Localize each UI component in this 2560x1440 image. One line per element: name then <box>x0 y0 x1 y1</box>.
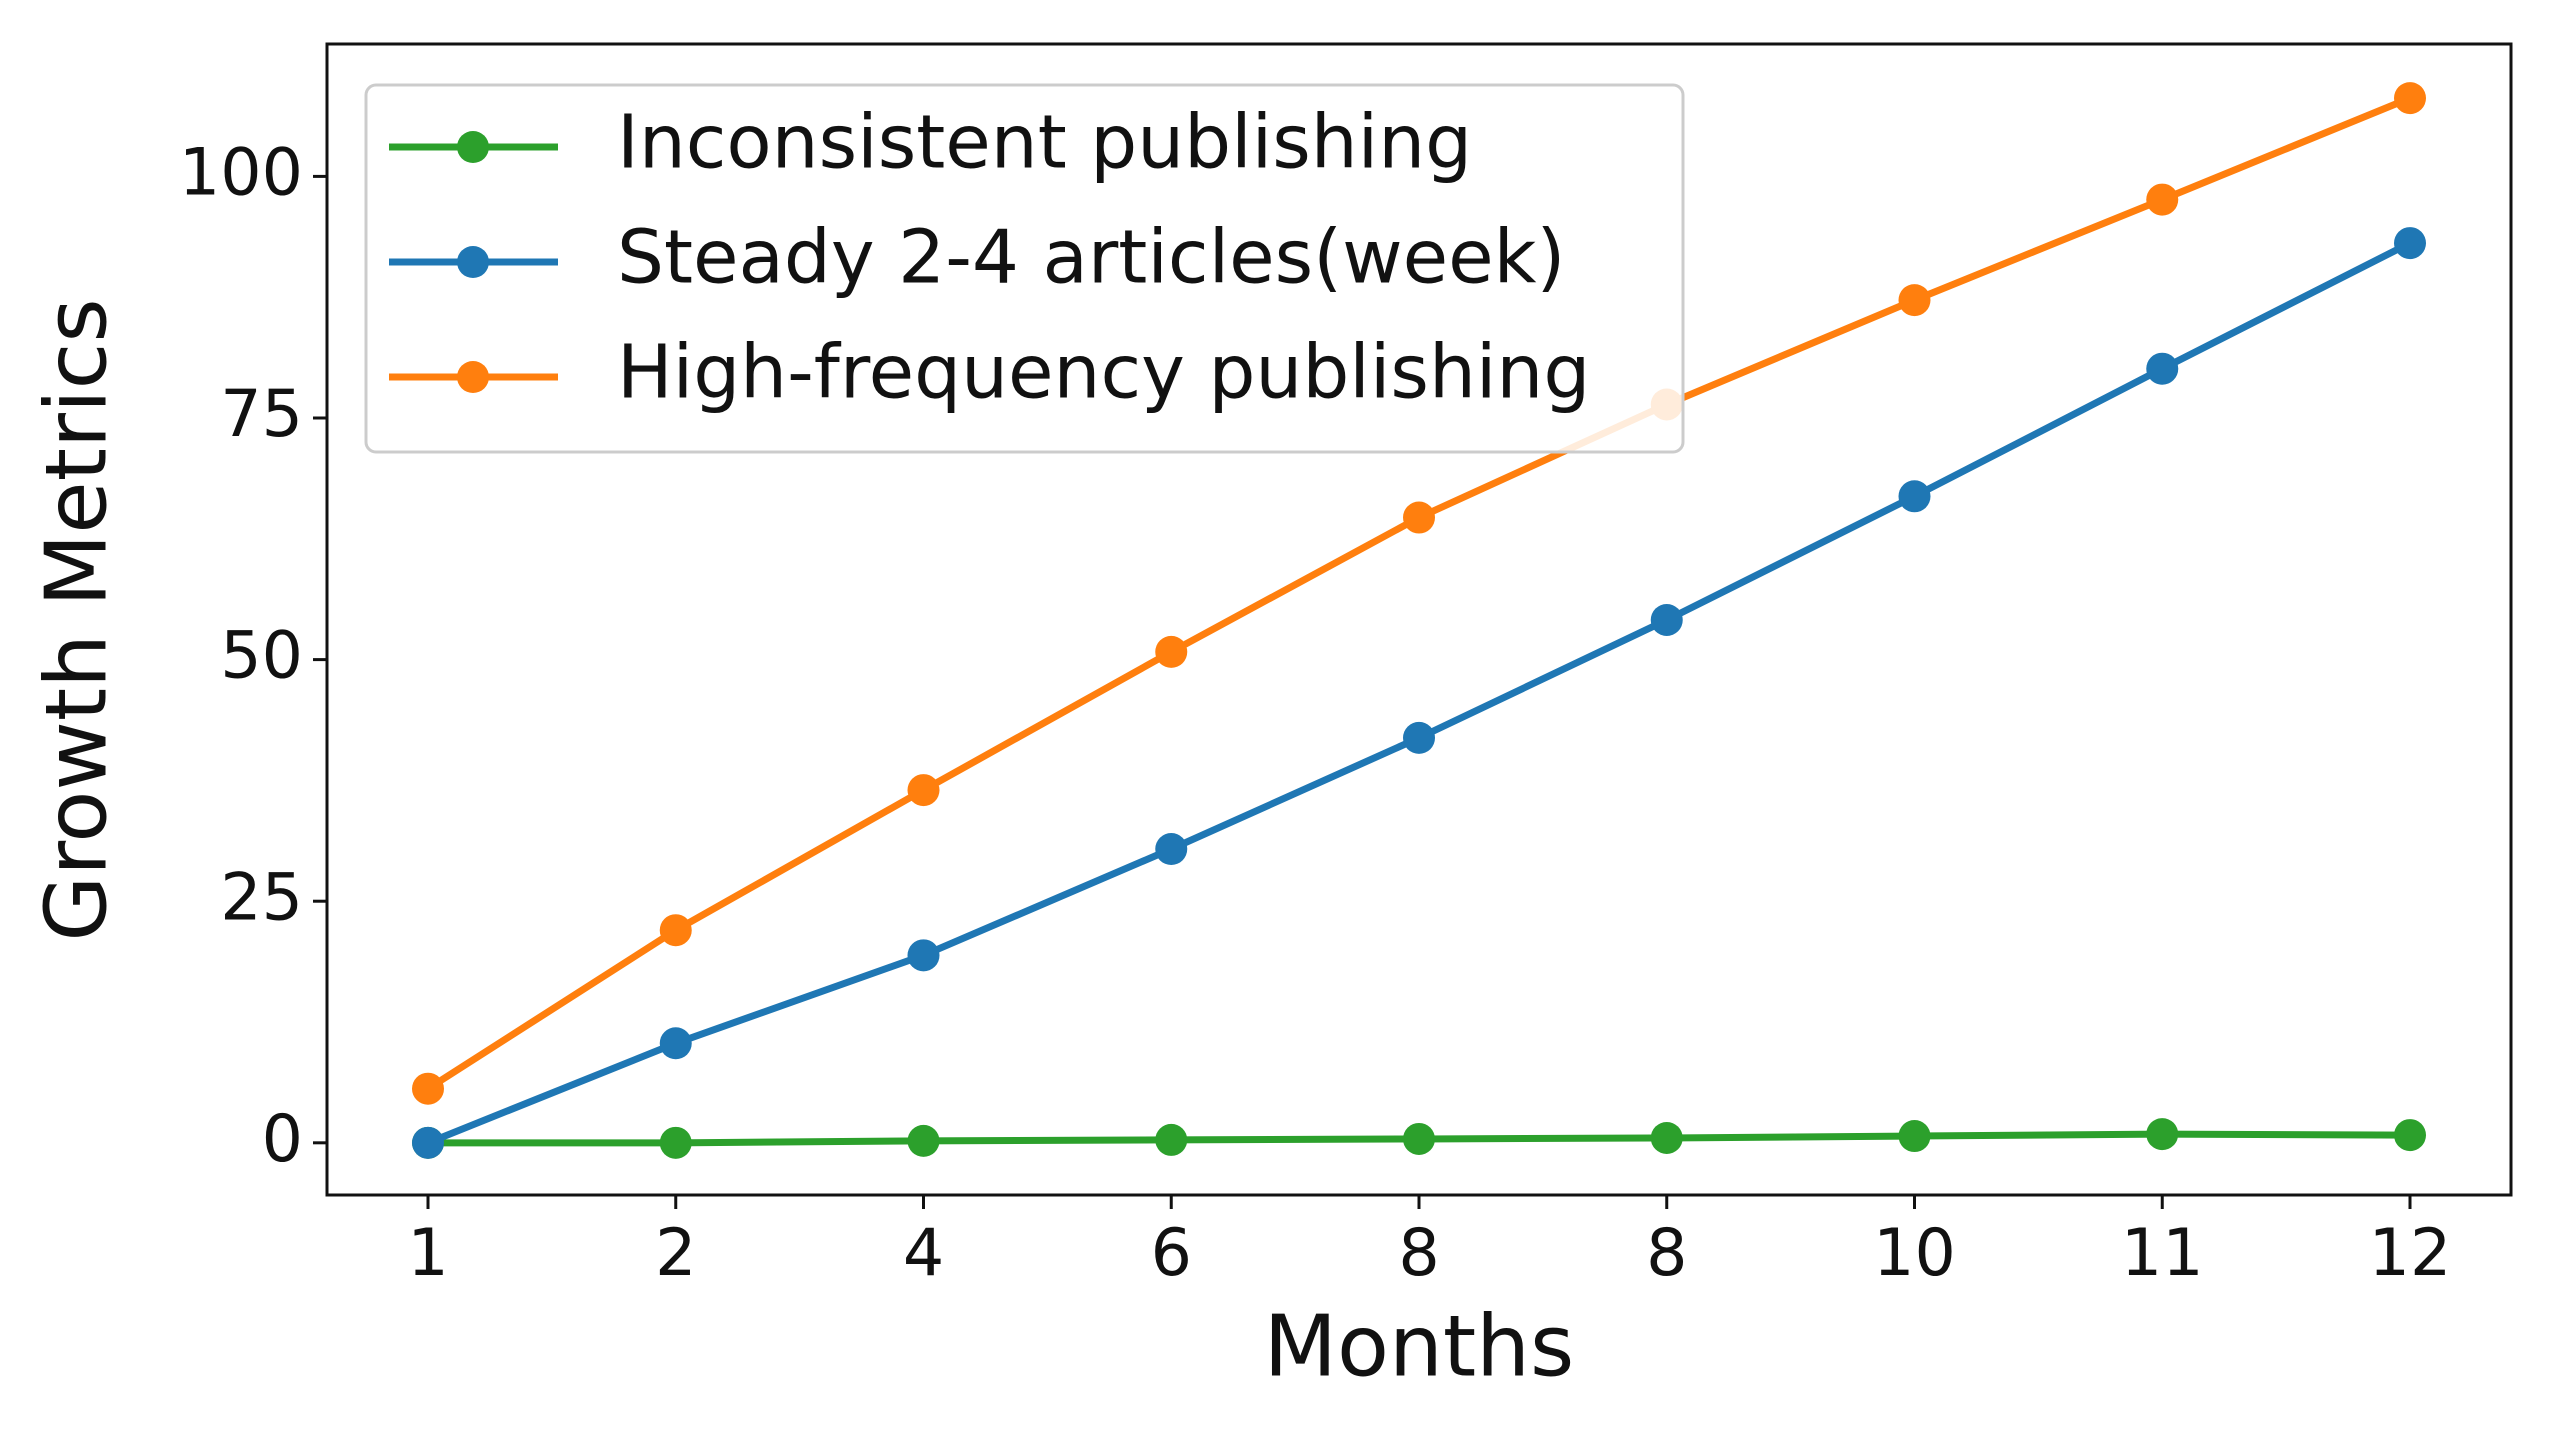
y-tick-label: 100 <box>179 135 303 210</box>
x-tick-label: 10 <box>1873 1216 1956 1291</box>
data-point <box>659 914 692 947</box>
legend-label: Inconsistent publishing <box>617 100 1472 186</box>
data-point <box>1650 603 1683 636</box>
x-tick-label: 12 <box>2369 1216 2452 1291</box>
data-point <box>2394 1119 2426 1152</box>
data-point <box>907 774 940 807</box>
data-point <box>1898 284 1931 317</box>
x-tick-label: 6 <box>1151 1216 1192 1291</box>
data-point <box>1155 635 1188 668</box>
legend-box <box>364 83 1685 454</box>
data-point <box>1403 721 1435 754</box>
data-point <box>907 1124 940 1157</box>
y-axis-label: Growth Metrics <box>27 298 126 941</box>
data-point <box>2146 1118 2179 1151</box>
data-point <box>2146 352 2179 385</box>
legend-marker <box>457 361 489 393</box>
x-axis-label: Months <box>1264 1297 1575 1396</box>
data-point <box>2146 183 2179 216</box>
y-tick-label: 0 <box>262 1102 303 1177</box>
data-point <box>1403 1122 1435 1155</box>
data-point <box>412 1072 444 1105</box>
data-point <box>1403 501 1435 534</box>
data-point <box>412 1126 444 1159</box>
legend-label: Steady 2-4 articles(week) <box>617 215 1565 301</box>
x-tick-label: 2 <box>655 1216 696 1291</box>
y-tick-label: 25 <box>220 860 303 935</box>
x-tick-label: 1 <box>407 1216 448 1291</box>
legend-marker <box>457 131 489 163</box>
legend-label: High-frequency publishing <box>617 330 1590 416</box>
data-point <box>907 939 940 972</box>
data-point <box>659 1126 692 1159</box>
data-point <box>1650 1121 1683 1154</box>
data-point <box>1155 1123 1188 1156</box>
y-tick-label: 50 <box>220 619 303 694</box>
x-tick-label: 8 <box>1398 1216 1439 1291</box>
data-point <box>2394 227 2426 260</box>
y-tick-label: 75 <box>220 377 303 452</box>
data-point <box>1155 833 1188 866</box>
data-point <box>1898 480 1931 513</box>
x-tick-label: 4 <box>903 1216 944 1291</box>
data-point <box>659 1027 692 1060</box>
legend-marker <box>457 246 489 278</box>
data-point <box>1898 1120 1931 1153</box>
x-tick-label: 8 <box>1646 1216 1687 1291</box>
x-tick-label: 11 <box>2121 1216 2204 1291</box>
data-point <box>2394 82 2426 115</box>
